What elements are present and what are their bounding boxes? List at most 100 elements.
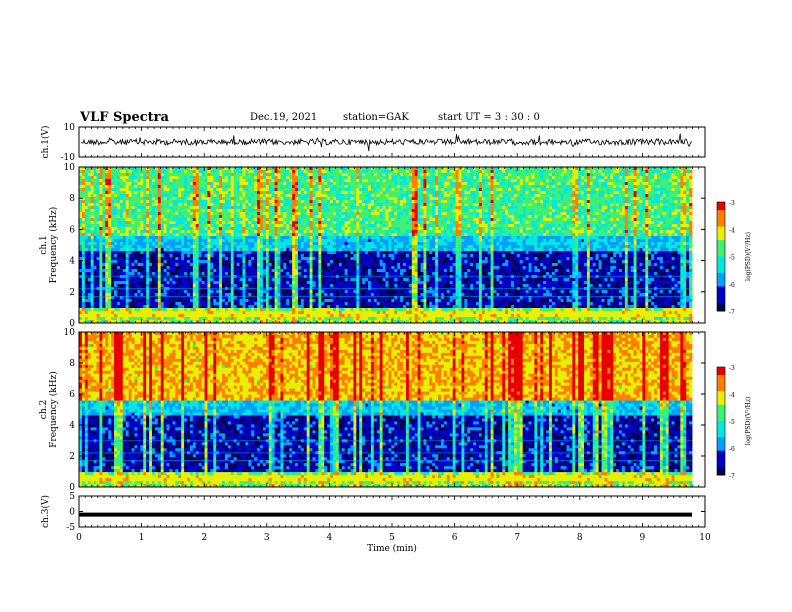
spectrogram-cell [630,188,635,192]
spectrogram-cell [233,212,238,216]
spectrogram-cell [458,197,462,201]
spectrogram-cell [265,170,270,174]
spectrogram-cell [222,173,226,177]
spectrogram-cell [303,224,308,228]
spectrogram-cell [458,203,462,207]
spectrogram-cell [391,182,395,186]
spectrogram-cell [175,203,179,207]
spectrogram-cell [551,215,556,219]
spectrogram-cell [128,224,132,228]
spectrogram-cell [300,185,305,189]
spectrogram-cell [265,188,270,192]
spectrogram-cell [502,227,506,231]
spectrogram-cell [598,191,602,195]
spectrogram-cell [146,227,150,231]
spectrogram-cell [557,221,562,225]
spectrogram-cell [356,206,360,210]
spectrogram-cell [178,227,182,231]
spectrogram-cell [330,197,334,201]
spectrogram-cell [566,206,570,210]
spectrogram-cell [125,176,130,180]
spectrogram-cell [440,170,445,174]
spectrogram-cell [84,188,89,192]
spectrogram-cell [248,194,252,198]
spectrogram-cell [286,200,290,204]
spectrogram-cell [140,191,144,195]
spectrogram-cell [505,206,509,210]
spectrogram-cell [108,191,112,195]
spectrogram-cell [619,230,623,234]
spectrogram-cell [239,209,243,213]
spectrogram-cell [581,227,585,231]
spectrogram-cell [408,173,413,177]
spectrogram-cell [578,215,582,219]
spectrogram-cell [455,206,459,210]
spectrogram-cell [268,212,273,216]
spectrogram-cell [668,218,672,222]
spectrogram-cell [400,194,404,198]
spectrogram-cell [668,185,672,189]
spectrogram-cell [137,170,141,174]
spectrogram-cell [131,188,135,192]
spectrogram-cell [146,209,150,213]
spectrogram-cell [534,182,538,186]
spectrogram-cell [327,212,331,216]
spectrogram-cell [642,200,646,204]
spectrogram-cell [254,218,258,222]
spectrogram-cell [338,218,343,222]
spectrogram-cell [537,167,541,171]
spectrogram-cell [397,212,401,216]
spectrogram-cell [257,188,261,192]
spectrogram-cell [499,182,503,186]
spectrogram-cell [330,179,334,183]
spectrogram-cell [198,203,202,207]
spectrogram-cell [213,230,217,234]
spectrogram-cell [187,233,191,237]
spectrogram-cell [251,218,255,222]
spectrogram-cell [379,194,383,198]
spectrogram-cell [128,185,132,189]
spectrogram-cell [254,209,258,213]
spectrogram-cell [432,170,436,174]
spectrogram-cell [96,179,100,183]
spectrogram-cell [537,227,541,231]
spectrogram-cell [546,179,550,183]
spectrogram-cell [204,233,208,237]
spectrogram-cell [344,215,348,219]
spectrogram-cell [508,191,512,195]
spectrogram-cell [195,182,200,186]
spectrogram-cell [149,176,153,180]
spectrogram-cell [315,191,319,195]
spectrogram-cell [405,206,410,210]
spectrogram-cell [508,197,512,201]
spectrogram-cell [128,194,132,198]
spectrogram-cell [470,182,474,186]
spectrogram-cell [175,209,179,213]
spectrogram-cell [163,167,167,171]
spectrogram-cell [505,185,509,189]
spectrogram-cell [551,182,556,186]
spectrogram-cell [543,176,547,180]
spectrogram-cell [414,209,419,213]
spectrogram-cell [452,194,456,198]
spectrogram-cell [595,209,599,213]
spectrogram-cell [446,233,451,237]
spectrogram-cell [683,194,687,198]
spectrogram-cell [265,200,270,204]
spectrogram-cell [484,197,489,201]
spectrogram-cell [481,200,486,204]
spectrogram-cell [219,215,223,219]
spectrogram-cell [201,173,205,177]
spectrogram-cell [297,188,302,192]
spectrogram-cell [461,194,465,198]
spectrogram-cell [102,179,106,183]
spectrogram-cell [662,167,667,171]
spectrogram-cell [391,167,395,171]
spectrogram-cell [297,230,302,234]
spectrogram-cell [149,206,153,210]
spectrogram-cell [467,200,471,204]
spectrogram-cell [408,185,413,189]
spectrogram-cell [481,194,486,198]
spectrogram-cell [306,200,311,204]
spectrogram-cell [315,179,319,183]
